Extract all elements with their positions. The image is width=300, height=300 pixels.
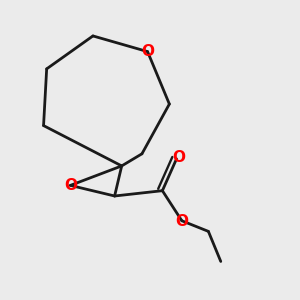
Text: O: O bbox=[172, 150, 185, 165]
Text: O: O bbox=[141, 44, 154, 59]
Text: O: O bbox=[64, 178, 77, 193]
Text: O: O bbox=[175, 214, 188, 229]
